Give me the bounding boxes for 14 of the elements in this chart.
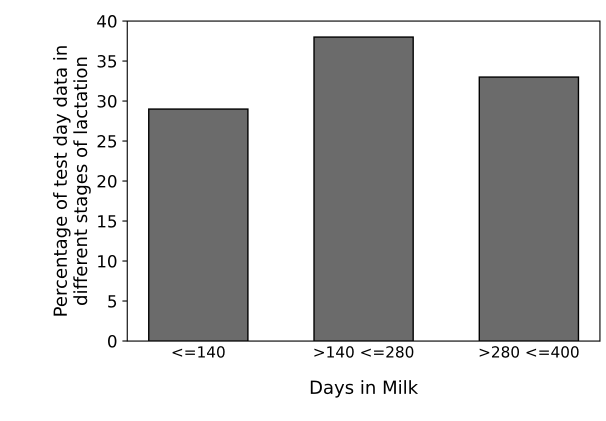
x-tick-label: >140 <=280: [314, 346, 414, 358]
x-tick-label: >280 <=400: [480, 346, 579, 358]
y-tick-label: 30: [98, 95, 116, 108]
y-tick-label: 25: [98, 134, 116, 148]
x-axis-title: Days in Milk: [310, 380, 418, 398]
y-axis-title: Percentage of test day data in different stages of lactation: [53, 46, 91, 316]
y-tick-label: 35: [98, 55, 116, 68]
y-tick-label: 5: [108, 295, 116, 308]
y-tick-label: 10: [98, 254, 116, 268]
y-tick-label: 20: [98, 174, 116, 188]
y-tick-label: 15: [98, 215, 116, 228]
y-tick-label: 0: [108, 334, 116, 348]
x-tick-label: <=140: [172, 346, 225, 358]
y-tick-label: 40: [97, 15, 116, 28]
